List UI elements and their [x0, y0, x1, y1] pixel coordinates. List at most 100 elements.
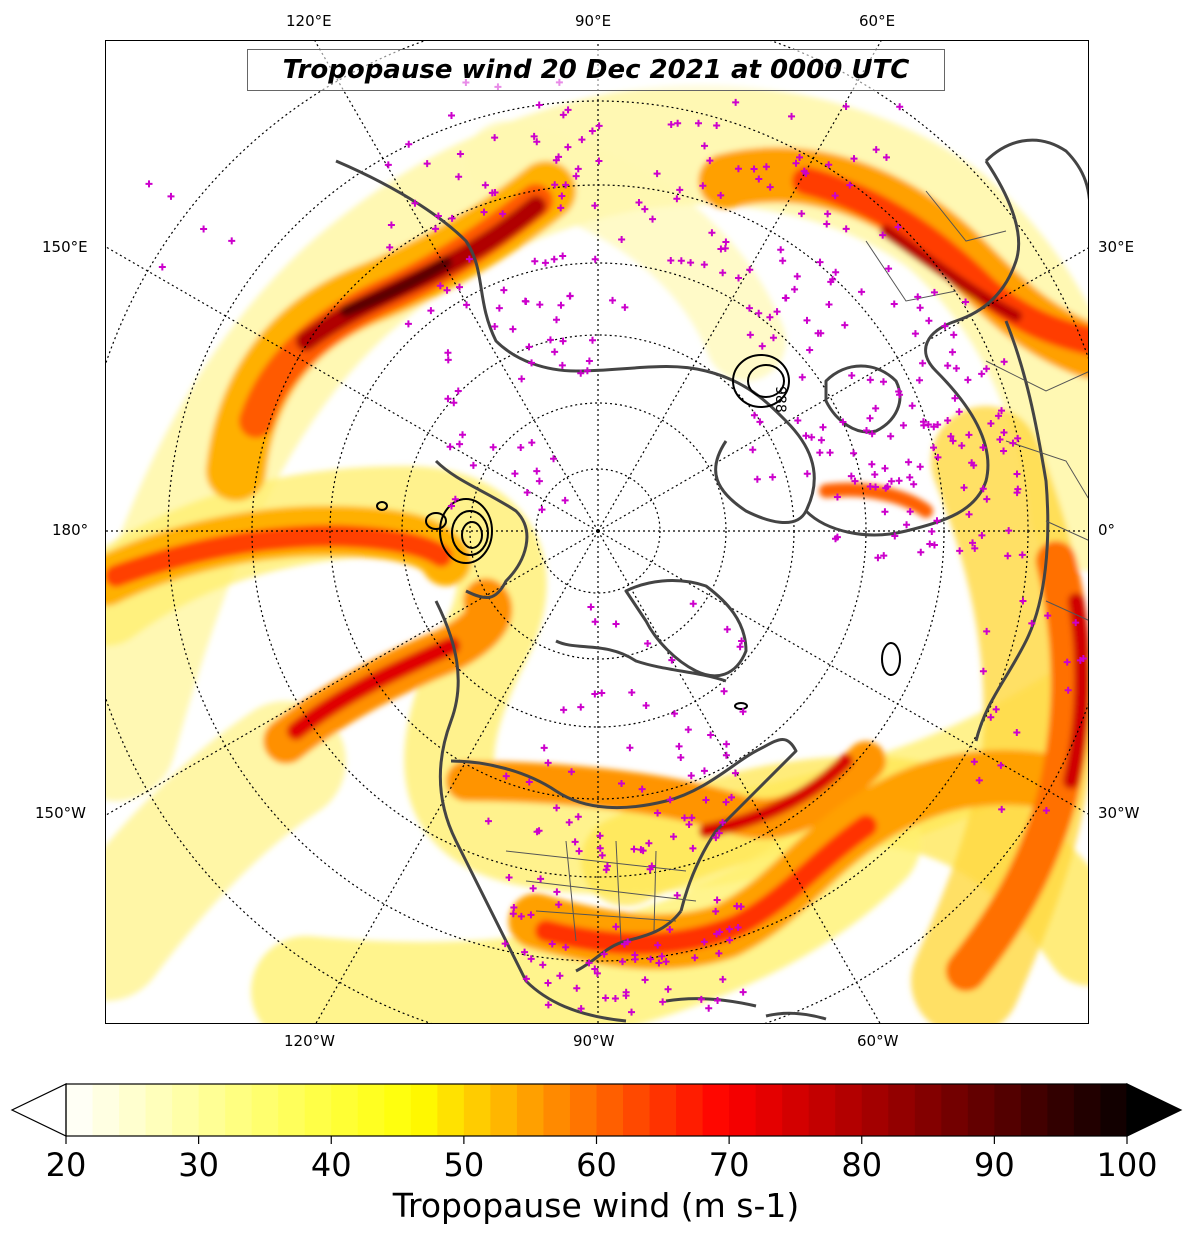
station-marker	[557, 204, 565, 212]
station-marker	[591, 618, 599, 626]
station-marker	[706, 157, 714, 165]
station-marker	[562, 181, 570, 189]
station-marker	[917, 548, 925, 556]
station-marker	[816, 449, 824, 457]
station-marker	[591, 202, 599, 210]
station-marker	[228, 237, 236, 245]
station-marker	[713, 122, 721, 130]
station-marker	[559, 337, 567, 345]
station-marker	[631, 951, 639, 959]
pressure-contours	[376, 354, 901, 710]
station-marker	[550, 255, 558, 263]
station-marker	[647, 955, 655, 963]
station-marker	[722, 751, 730, 759]
station-marker	[619, 958, 627, 966]
station-marker	[539, 961, 547, 969]
station-marker	[653, 170, 661, 178]
station-marker	[947, 432, 955, 440]
station-marker	[779, 257, 787, 265]
station-marker	[577, 703, 585, 711]
station-marker	[484, 817, 492, 825]
station-marker	[950, 331, 958, 339]
colorbar-bin	[1020, 1084, 1049, 1136]
station-marker	[868, 430, 876, 438]
station-marker	[522, 297, 530, 305]
station-marker	[687, 259, 695, 267]
station-marker	[499, 210, 507, 218]
station-marker	[444, 349, 452, 357]
station-marker	[702, 796, 710, 804]
station-marker	[958, 442, 966, 450]
station-marker	[766, 183, 774, 191]
station-marker	[495, 304, 503, 312]
station-marker	[612, 620, 620, 628]
colorbar-bin	[384, 1084, 412, 1136]
station-marker	[948, 348, 956, 356]
station-marker	[602, 866, 610, 874]
station-marker	[535, 101, 543, 109]
station-marker	[681, 814, 689, 822]
colorbar-bin	[755, 1084, 783, 1136]
station-marker	[560, 706, 568, 714]
station-marker	[675, 742, 683, 750]
station-marker	[872, 404, 880, 412]
colorbar-bin	[410, 1084, 438, 1136]
station-marker	[518, 375, 526, 383]
station-marker	[521, 948, 529, 956]
station-marker	[488, 189, 496, 197]
station-marker	[906, 473, 914, 481]
station-marker	[648, 862, 656, 870]
station-marker	[866, 414, 874, 422]
station-marker	[753, 475, 761, 483]
station-marker	[916, 304, 924, 312]
station-marker	[885, 265, 893, 273]
station-marker	[847, 472, 855, 480]
station-marker	[1064, 686, 1072, 694]
station-marker	[630, 845, 638, 853]
station-marker	[641, 205, 649, 213]
station-marker	[1004, 552, 1012, 560]
station-marker	[928, 528, 936, 536]
station-marker	[446, 443, 454, 451]
station-marker	[832, 268, 840, 276]
station-marker	[448, 214, 456, 222]
station-marker	[842, 102, 850, 110]
station-marker	[734, 924, 742, 932]
station-marker	[685, 820, 693, 828]
lon-label-bottom-60w: 60°W	[857, 1032, 899, 1050]
station-marker	[618, 235, 626, 243]
station-marker	[1072, 619, 1080, 627]
station-marker	[654, 809, 662, 817]
station-marker	[839, 418, 847, 426]
station-marker	[755, 309, 763, 317]
station-marker	[749, 446, 757, 454]
station-marker	[758, 342, 766, 350]
station-marker	[803, 470, 811, 478]
station-marker	[868, 460, 876, 468]
station-marker	[983, 627, 991, 635]
station-marker	[684, 726, 692, 734]
colorbar-bin	[914, 1084, 942, 1136]
station-marker	[589, 336, 597, 344]
station-marker	[525, 778, 533, 786]
station-marker	[773, 308, 781, 316]
station-marker	[858, 288, 866, 296]
station-marker	[662, 958, 670, 966]
station-marker	[600, 950, 608, 958]
colorbar-bin	[861, 1084, 889, 1136]
station-marker	[850, 449, 858, 457]
station-marker	[866, 482, 874, 490]
station-marker	[803, 316, 811, 324]
station-marker	[538, 506, 546, 514]
station-marker	[978, 370, 986, 378]
station-marker	[454, 387, 462, 395]
station-marker	[715, 949, 723, 957]
station-marker	[969, 539, 977, 547]
station-marker	[916, 463, 924, 471]
station-marker	[612, 923, 620, 931]
station-marker	[384, 161, 392, 169]
station-marker	[167, 192, 175, 200]
station-marker	[705, 1004, 713, 1012]
station-marker	[755, 175, 763, 183]
station-marker	[978, 531, 986, 539]
